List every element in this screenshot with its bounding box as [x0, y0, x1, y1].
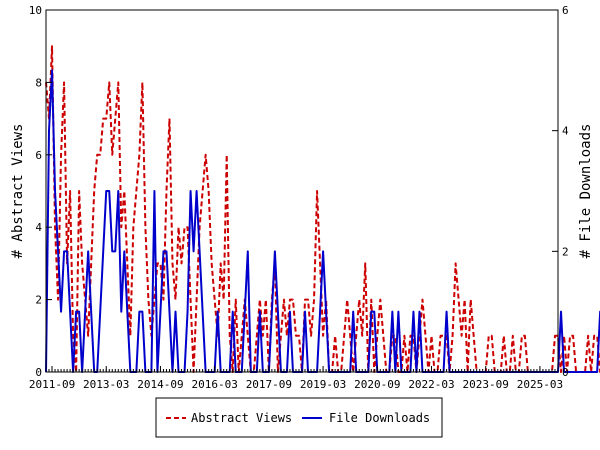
y-right-tick-label: 0	[562, 366, 569, 379]
x-tick-label: 2023-09	[463, 378, 509, 391]
x-tick-label: 2019-03	[300, 378, 346, 391]
series-line-abstract-views	[45, 45, 600, 373]
x-tick-label: 2020-09	[354, 378, 400, 391]
y-right-axis-title: # File Downloads	[578, 124, 594, 259]
x-tick-label: 2014-09	[137, 378, 183, 391]
plot-frame	[45, 9, 559, 373]
legend-label-file-downloads: File Downloads	[329, 411, 430, 425]
plot-layer	[45, 45, 600, 373]
x-tick-label: 2017-09	[246, 378, 292, 391]
y-left-tick-label: 2	[35, 294, 42, 307]
y-right-tick-label: 6	[562, 4, 569, 17]
legend-box	[155, 397, 443, 438]
x-tick-label: 2011-09	[29, 378, 75, 391]
x-tick-label: 2013-03	[83, 378, 129, 391]
x-tick-label: 2022-03	[408, 378, 454, 391]
y-right-tick-label: 2	[562, 245, 569, 258]
y-left-tick-label: 6	[35, 149, 42, 162]
x-tick-label: 2025-03	[517, 378, 563, 391]
x-tick-label: 2016-03	[191, 378, 237, 391]
y-left-tick-label: 8	[35, 76, 42, 89]
y-left-tick-label: 4	[35, 221, 42, 234]
legend-label-abstract-views: Abstract Views	[191, 411, 292, 425]
y-right-tick-label: 4	[562, 125, 569, 138]
y-left-axis-title: # Abstract Views	[10, 124, 26, 259]
axes-layer: 2011-09 2013-03 2014-09 2016-03 2017-09 2019-…	[29, 4, 569, 391]
y-left-tick-label: 0	[35, 366, 42, 379]
y-left-tick-label: 10	[29, 4, 42, 17]
legend: Abstract Views File Downloads	[155, 397, 443, 438]
